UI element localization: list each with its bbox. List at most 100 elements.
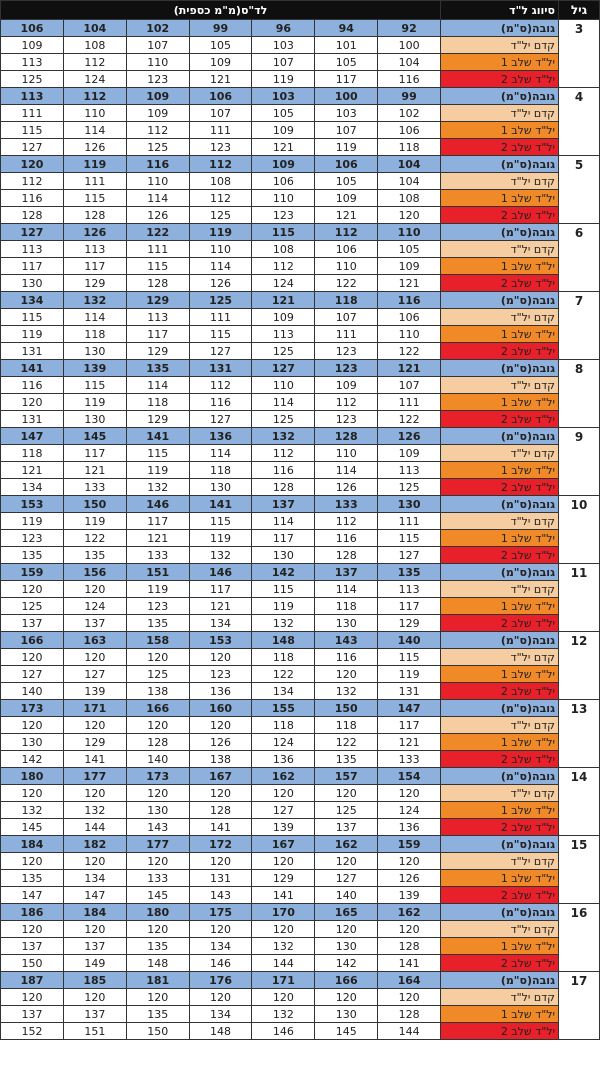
value-cell: 148 [251, 631, 316, 649]
value-cell: 104 [377, 172, 441, 190]
age-cell: 15 [558, 835, 600, 904]
value-cell: 128 [377, 937, 441, 955]
value-cell: 121 [62, 461, 127, 479]
height-row: 15 גובה(ס"מ) 159 162 167 172 177 182 184 [0, 835, 600, 904]
value-cell: 111 [0, 104, 64, 122]
value-cell: 100 [377, 36, 441, 54]
stage2-row: יל"ד שלב 2 122 123 125 127 129 130 131 [0, 342, 600, 360]
classification-label: גובה(ס"מ) [440, 767, 559, 785]
stage1-row: יל"ד שלב 1 128 130 132 134 135 137 137 [0, 937, 600, 955]
value-cell: 120 [188, 920, 253, 938]
value-cell: 111 [125, 240, 190, 258]
height-row: 12 גובה(ס"מ) 140 143 148 153 158 163 166 [0, 631, 600, 700]
value-cell: 138 [125, 682, 190, 700]
value-cell: 119 [125, 461, 190, 479]
value-cell: 120 [188, 716, 253, 734]
value-cell: 115 [188, 325, 253, 343]
value-cell: 142 [251, 563, 316, 581]
value-cell: 118 [314, 716, 379, 734]
classification-label: יל"ד שלב 1 [440, 393, 559, 411]
value-cell: 120 [377, 852, 441, 870]
value-cell: 120 [377, 784, 441, 802]
classification-label: יל"ד שלב 1 [440, 121, 559, 139]
stage1-row: יל"ד שלב 1 111 112 114 116 118 119 120 [0, 393, 600, 411]
value-cell: 121 [314, 206, 379, 224]
classification-label: קדם יל"ד [440, 512, 559, 530]
value-cell: 141 [188, 495, 253, 513]
value-cell: 105 [314, 53, 379, 71]
age-cell: 8 [558, 359, 600, 428]
value-cell: 123 [314, 410, 379, 428]
value-cell: 136 [251, 750, 316, 768]
value-cell: 120 [314, 988, 379, 1006]
value-cell: 134 [188, 937, 253, 955]
value-cell: 172 [188, 835, 253, 853]
value-cell: 126 [188, 733, 253, 751]
value-cell: 121 [188, 70, 253, 88]
value-cell: 120 [188, 852, 253, 870]
value-cell: 114 [314, 580, 379, 598]
value-cell: 118 [251, 648, 316, 666]
classification-label: קדם יל"ד [440, 988, 559, 1006]
height-row: 8 גובה(ס"מ) 121 123 127 131 135 139 141 [0, 359, 600, 428]
pre-hypertension-row: קדם יל"ד 109 110 112 114 115 117 118 [0, 444, 600, 462]
value-cell: 136 [188, 682, 253, 700]
value-cell: 119 [62, 393, 127, 411]
value-cell: 106 [377, 308, 441, 326]
pre-hypertension-row: קדם יל"ד 102 103 105 107 109 110 111 [0, 104, 600, 122]
value-cell: 106 [314, 155, 379, 173]
value-cell: 127 [251, 801, 316, 819]
value-cell: 135 [125, 1005, 190, 1023]
value-cell: 137 [0, 614, 64, 632]
value-cell: 187 [0, 971, 64, 989]
value-cell: 120 [62, 988, 127, 1006]
value-cell: 171 [251, 971, 316, 989]
value-cell: 137 [314, 563, 379, 581]
value-cell: 146 [188, 954, 253, 972]
value-cell: 132 [314, 682, 379, 700]
bp-values-header: לד"ס(מ"מ כספית) [0, 0, 441, 20]
classification-label: יל"ד שלב 1 [440, 461, 559, 479]
value-cell: 125 [251, 342, 316, 360]
value-cell: 129 [125, 291, 190, 309]
value-cell: 121 [377, 274, 441, 292]
value-cell: 165 [314, 903, 379, 921]
age-cell: 10 [558, 495, 600, 564]
value-cell: 124 [377, 801, 441, 819]
value-cell: 112 [251, 444, 316, 462]
value-cell: 131 [188, 359, 253, 377]
value-cell: 111 [314, 325, 379, 343]
value-cell: 112 [188, 189, 253, 207]
value-cell: 111 [188, 121, 253, 139]
height-row: 11 גובה(ס"מ) 135 137 142 146 151 156 159 [0, 563, 600, 632]
value-cell: 126 [314, 478, 379, 496]
value-cell: 118 [314, 291, 379, 309]
value-cell: 141 [377, 954, 441, 972]
value-cell: 120 [251, 784, 316, 802]
classification-label: גובה(ס"מ) [440, 359, 559, 377]
value-cell: 104 [62, 19, 127, 37]
value-cell: 112 [251, 257, 316, 275]
value-cell: 120 [125, 852, 190, 870]
value-cell: 117 [314, 70, 379, 88]
height-row: 4 גובה(ס"מ) 99 100 103 106 109 112 113 [0, 87, 600, 156]
age-cell: 4 [558, 87, 600, 156]
value-cell: 134 [188, 1005, 253, 1023]
value-cell: 112 [314, 223, 379, 241]
value-cell: 112 [314, 393, 379, 411]
value-cell: 116 [314, 648, 379, 666]
value-cell: 105 [251, 104, 316, 122]
value-cell: 146 [188, 563, 253, 581]
value-cell: 119 [251, 70, 316, 88]
value-cell: 166 [0, 631, 64, 649]
value-cell: 115 [125, 444, 190, 462]
value-cell: 147 [377, 699, 441, 717]
value-cell: 140 [377, 631, 441, 649]
value-cell: 117 [62, 444, 127, 462]
value-cell: 113 [125, 308, 190, 326]
value-cell: 134 [0, 291, 64, 309]
height-row: 6 גובה(ס"מ) 110 112 115 119 122 126 127 [0, 223, 600, 292]
value-cell: 129 [62, 733, 127, 751]
stage1-row: יל"ד שלב 1 109 110 112 114 115 117 117 [0, 257, 600, 275]
value-cell: 121 [0, 461, 64, 479]
